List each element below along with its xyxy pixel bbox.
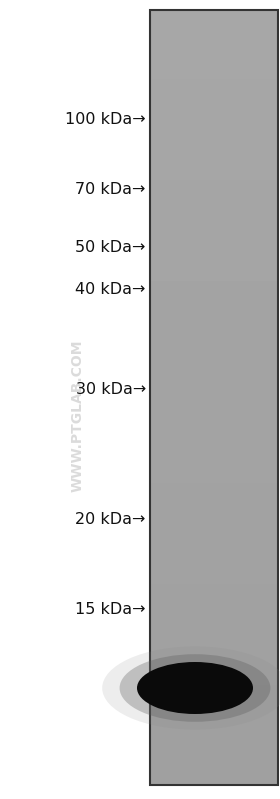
- Text: 40 kDa→: 40 kDa→: [75, 283, 146, 297]
- Ellipse shape: [102, 646, 280, 729]
- Text: 30 kDa→: 30 kDa→: [76, 383, 146, 397]
- Text: 50 kDa→: 50 kDa→: [75, 240, 146, 256]
- Text: 15 kDa→: 15 kDa→: [75, 602, 146, 618]
- Text: 20 kDa→: 20 kDa→: [75, 512, 146, 527]
- Ellipse shape: [120, 654, 270, 721]
- Text: 100 kDa→: 100 kDa→: [65, 113, 146, 128]
- Bar: [150, 10, 278, 785]
- Text: WWW.PTGLAB.COM: WWW.PTGLAB.COM: [71, 340, 85, 491]
- Text: 70 kDa→: 70 kDa→: [75, 182, 146, 197]
- Ellipse shape: [137, 662, 253, 714]
